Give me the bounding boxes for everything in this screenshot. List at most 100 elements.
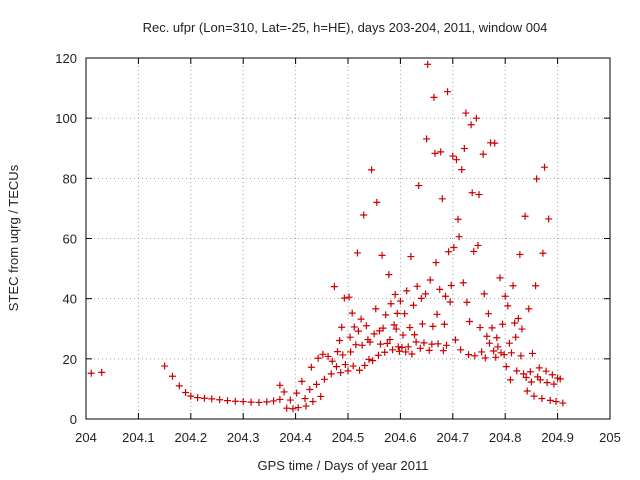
data-point — [434, 340, 442, 348]
data-point — [358, 341, 366, 349]
data-point — [396, 297, 404, 305]
data-point — [362, 322, 370, 330]
data-point — [499, 320, 507, 328]
x-tick-label: 204.5 — [332, 430, 365, 445]
data-point — [161, 362, 169, 370]
data-point — [394, 343, 402, 351]
data-point — [559, 399, 567, 407]
data-point — [497, 349, 505, 357]
data-point — [447, 281, 455, 289]
y-tick-label: 120 — [55, 51, 77, 66]
data-point — [415, 182, 423, 190]
x-axis-label: GPS time / Days of year 2011 — [258, 458, 429, 473]
data-point — [444, 88, 452, 96]
data-point — [320, 375, 328, 383]
data-point — [455, 233, 463, 241]
data-point — [491, 139, 499, 147]
data-point — [552, 398, 560, 406]
data-point — [417, 294, 425, 302]
data-point — [382, 311, 390, 319]
data-point — [505, 339, 513, 347]
data-point — [411, 331, 419, 339]
data-point — [378, 251, 386, 259]
data-point — [340, 294, 348, 302]
data-point — [247, 398, 255, 406]
data-point — [349, 362, 357, 370]
x-tick-label: 204.2 — [175, 430, 208, 445]
data-point — [449, 152, 457, 160]
data-point — [492, 353, 500, 361]
y-tick-label: 40 — [63, 292, 77, 307]
data-point — [375, 327, 383, 335]
data-point — [525, 305, 533, 313]
data-point — [208, 395, 216, 403]
data-point — [452, 156, 460, 164]
data-point — [306, 386, 314, 394]
data-point — [386, 336, 394, 344]
data-point — [439, 347, 447, 355]
data-point — [385, 271, 393, 279]
data-point — [332, 363, 340, 371]
data-point — [370, 330, 378, 338]
data-point — [506, 376, 514, 384]
data-point — [459, 279, 467, 287]
grid — [86, 58, 610, 419]
data-point — [313, 380, 321, 388]
data-point — [446, 298, 454, 306]
data-point — [401, 310, 409, 318]
data-point — [255, 398, 263, 406]
data-point — [175, 382, 183, 390]
y-tick-label: 100 — [55, 111, 77, 126]
data-point — [471, 352, 479, 360]
data-point — [516, 250, 524, 258]
data-point — [550, 380, 558, 388]
data-point — [182, 389, 190, 397]
data-point — [407, 253, 415, 261]
data-point — [353, 249, 361, 257]
data-point — [422, 290, 430, 298]
data-point — [520, 370, 528, 378]
data-point — [533, 175, 541, 183]
data-point — [526, 368, 534, 376]
data-point — [507, 349, 515, 357]
data-point — [536, 376, 544, 384]
data-point — [494, 343, 502, 351]
data-point — [346, 333, 354, 341]
data-point — [428, 340, 436, 348]
data-point — [168, 372, 176, 380]
data-point — [496, 274, 504, 282]
data-point — [376, 340, 384, 348]
x-tick-label: 204.8 — [489, 430, 522, 445]
data-point — [512, 333, 520, 341]
data-point — [518, 325, 526, 333]
data-point — [488, 324, 496, 332]
data-point — [451, 336, 459, 344]
data-point — [454, 215, 462, 223]
data-point — [344, 367, 352, 375]
data-point — [468, 189, 476, 197]
data-point — [347, 348, 355, 356]
chart-title: Rec. ufpr (Lon=310, Lat=-25, h=HE), days… — [143, 20, 548, 35]
data-point — [465, 351, 473, 359]
data-point — [276, 381, 284, 389]
data-point — [517, 352, 525, 360]
y-axis-label: STEC from uqrg / TECUs — [6, 164, 21, 311]
data-point — [484, 310, 492, 318]
data-point — [348, 309, 356, 317]
x-tick-label: 204.3 — [227, 430, 260, 445]
data-point — [361, 361, 369, 369]
y-tick-label: 20 — [63, 352, 77, 367]
data-point — [523, 387, 531, 395]
data-point — [466, 318, 474, 326]
data-point — [383, 339, 391, 347]
data-point — [406, 324, 414, 332]
data-point — [338, 323, 346, 331]
data-point — [509, 282, 517, 290]
data-point — [368, 166, 376, 174]
data-point — [438, 195, 446, 203]
data-point — [399, 331, 407, 339]
data-point — [431, 149, 439, 157]
data-point — [187, 392, 195, 400]
data-point — [463, 298, 471, 306]
